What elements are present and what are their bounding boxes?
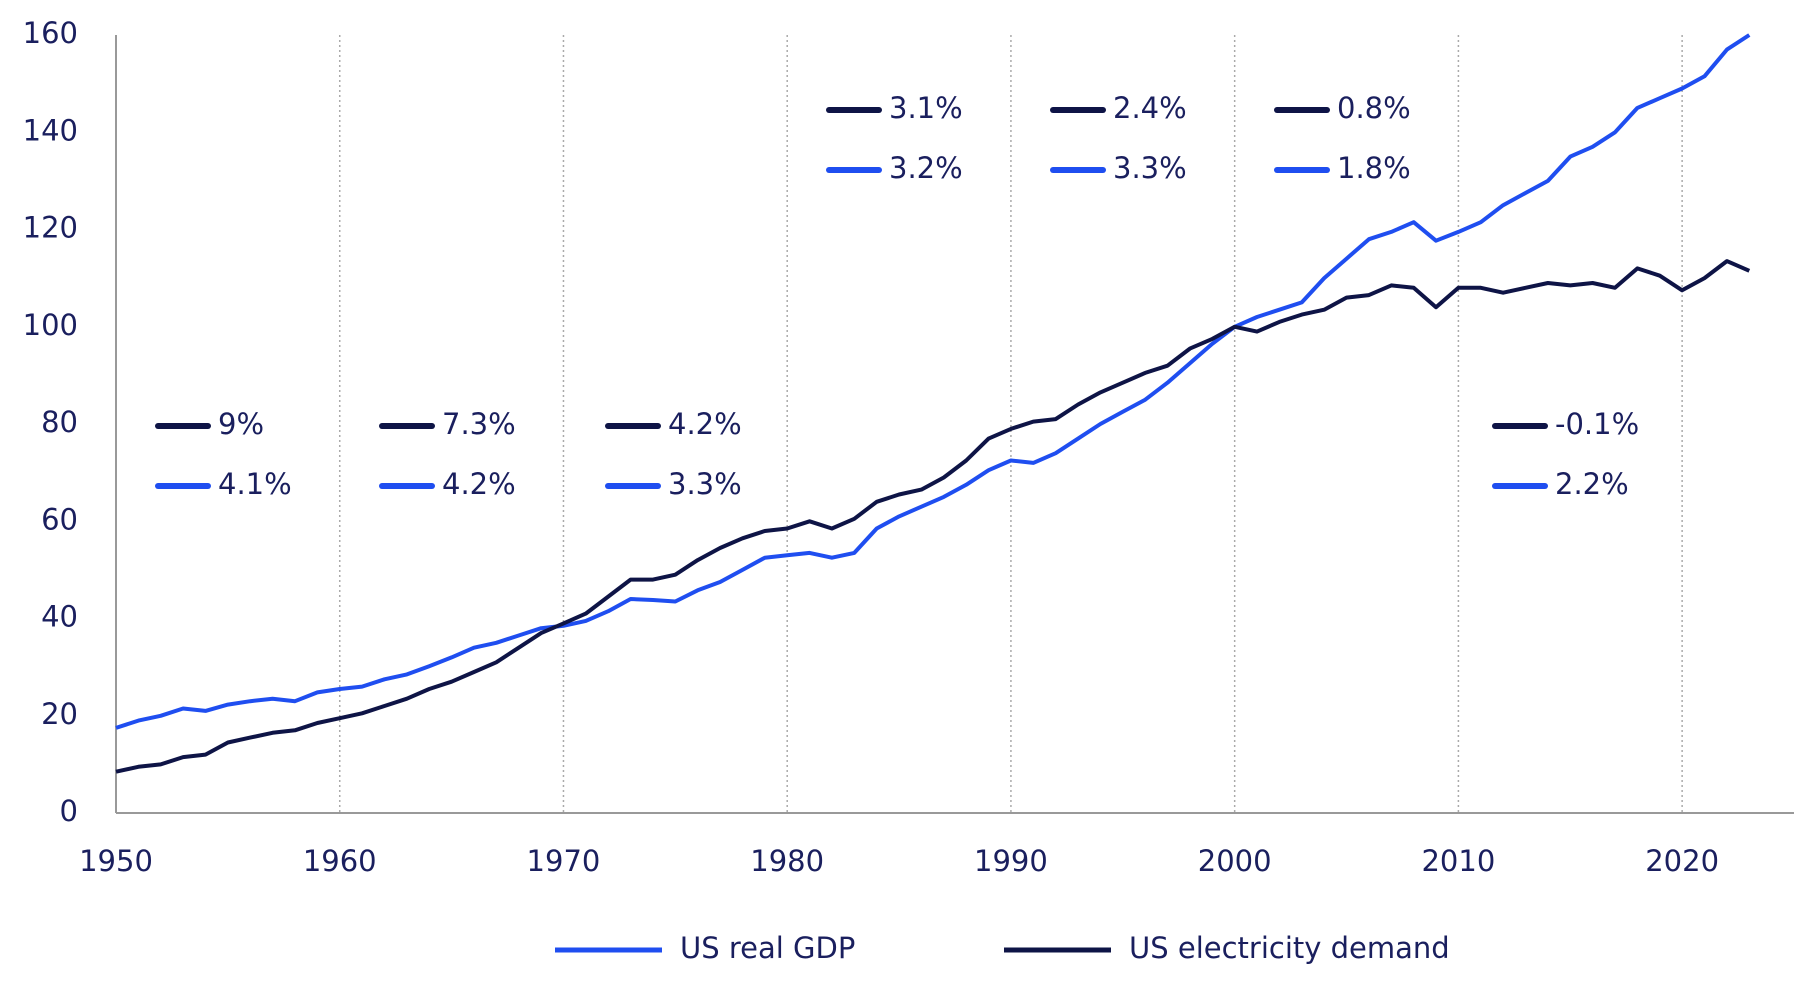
x-tick-label: 1980: [750, 844, 824, 878]
series-line: [115, 259, 1751, 774]
annotation-label: 3.2%: [889, 151, 963, 185]
annotation-label: 2.2%: [1555, 467, 1629, 501]
annotation-label: 2.4%: [1113, 91, 1187, 125]
x-tick-label: 1960: [303, 844, 377, 878]
annotation-label: 3.1%: [889, 91, 963, 125]
annotation-label: 3.3%: [668, 467, 742, 501]
y-tick-label: 140: [23, 113, 78, 147]
x-tick-label: 1950: [79, 844, 153, 878]
x-tick-label: 1970: [527, 844, 601, 878]
annotation-label: 3.3%: [1113, 151, 1187, 185]
y-tick-label: 100: [23, 308, 78, 342]
annotation-label: 4.2%: [442, 467, 516, 501]
annotation-label: 1.8%: [1337, 151, 1411, 185]
series-line: [115, 33, 1751, 730]
annotation-label: -0.1%: [1555, 407, 1639, 441]
annotation-label: 9%: [218, 407, 264, 441]
x-tick-label: 2000: [1198, 844, 1272, 878]
annotation-label: 4.2%: [668, 407, 742, 441]
y-tick-label: 80: [41, 405, 78, 439]
annotation-label: 7.3%: [442, 407, 516, 441]
y-tick-label: 40: [41, 600, 78, 634]
x-tick-label: 1990: [974, 844, 1048, 878]
x-tick-label: 2010: [1421, 844, 1495, 878]
y-tick-label: 160: [23, 16, 78, 50]
annotation-label: 0.8%: [1337, 91, 1411, 125]
legend-label: US real GDP: [680, 931, 855, 965]
y-tick-label: 0: [60, 794, 78, 828]
y-tick-label: 120: [23, 211, 78, 245]
legend-label: US electricity demand: [1129, 931, 1450, 965]
x-tick-label: 2020: [1645, 844, 1719, 878]
annotation-label: 4.1%: [218, 467, 292, 501]
y-tick-label: 60: [41, 502, 78, 536]
y-tick-label: 20: [41, 697, 78, 731]
